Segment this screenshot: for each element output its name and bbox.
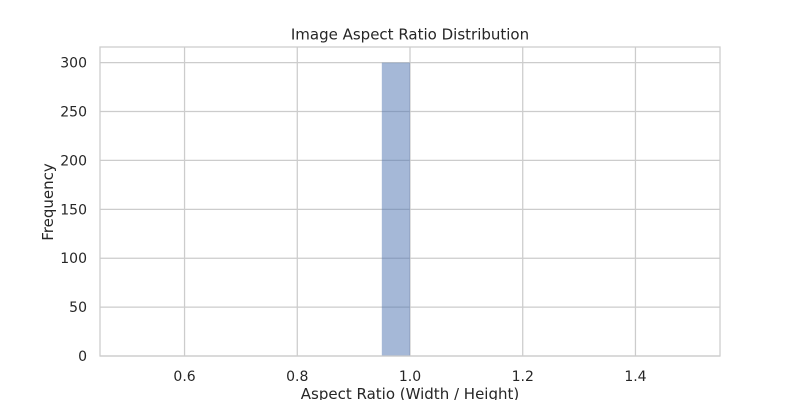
y-tick-label: 200 [60,153,87,169]
x-tick-label: 1.2 [512,369,534,385]
y-tick-label: 100 [60,251,87,267]
plot-frame [99,46,721,357]
bars [381,62,410,356]
y-tick-label: 300 [60,56,87,72]
x-tick-label: 1.4 [624,369,646,385]
y-axis-label: Frequency [39,163,57,241]
x-axis-label: Aspect Ratio (Width / Height) [301,385,519,400]
y-tick-label: 150 [60,202,87,218]
y-tick-label: 0 [78,349,87,365]
y-tick-label: 50 [69,300,87,316]
chart-title: Image Aspect Ratio Distribution [291,26,529,44]
x-tick-labels: 0.6 0.8 1.0 1.2 1.4 [173,369,646,385]
histogram-bar [381,62,410,356]
x-tick-label: 0.6 [173,369,195,385]
y-tick-label: 250 [60,105,87,121]
y-tick-labels: 0 50 100 150 200 250 300 [60,56,87,365]
x-tick-label: 0.8 [286,369,308,385]
x-tick-label: 1.0 [399,369,421,385]
